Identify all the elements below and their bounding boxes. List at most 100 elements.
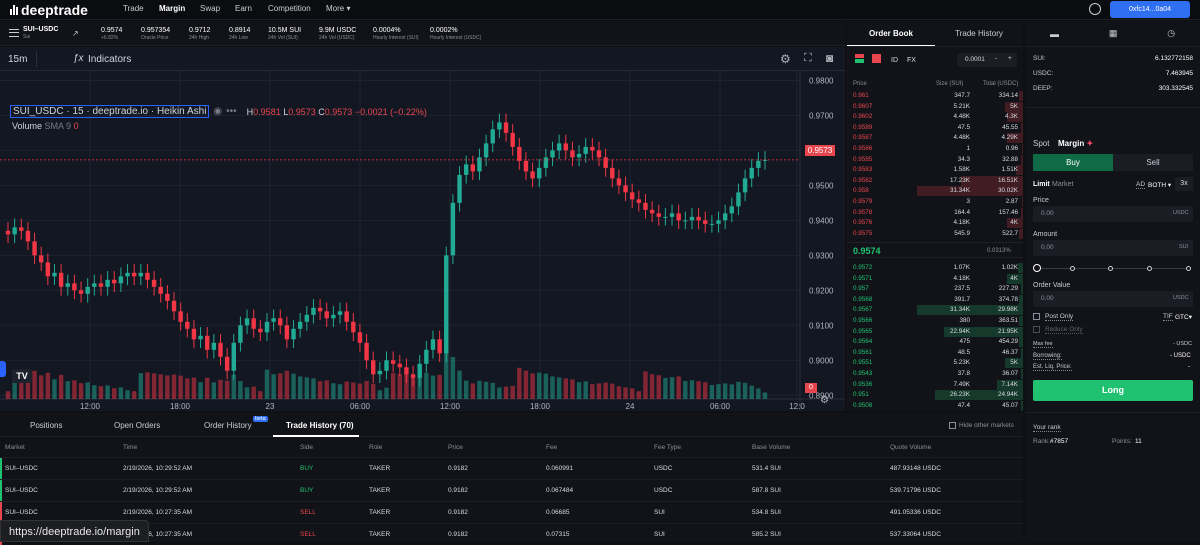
bid-row[interactable]: 0.9572 1.07K 1.02K (847, 263, 1023, 274)
nav-earn[interactable]: Earn (235, 4, 252, 13)
bid-row[interactable]: 0.9508 47.4 45.07 (847, 400, 1023, 412)
bid-row[interactable]: 0.9566 380 363.51 (847, 316, 1023, 327)
ask-row[interactable]: 0.9586 1 0.96 (847, 144, 1023, 155)
ask-row[interactable]: 0.9585 34.3 32.88 (847, 154, 1023, 166)
book-price: 0.9578 (853, 208, 873, 216)
tab-margin[interactable]: Margin ✦ (1058, 139, 1093, 148)
bid-row[interactable]: 0.957 237.5 227.29 (847, 284, 1023, 295)
amount-slider-handle[interactable] (1033, 264, 1041, 272)
tab-trade-history-bottom[interactable]: Trade History (70) (286, 421, 354, 430)
tradingview-logo[interactable]: TV (12, 369, 32, 383)
ask-row[interactable]: 0.9575 545.9 522.7 (847, 228, 1023, 240)
slider-step-75[interactable] (1147, 266, 1152, 271)
tif-select[interactable]: GTC▾ (1175, 313, 1192, 321)
ask-row[interactable]: 0.9587 4.48K 4.29K (847, 133, 1023, 144)
order-type-market[interactable]: Market (1052, 181, 1074, 188)
tab-open-orders[interactable]: Open Orders (114, 421, 161, 430)
slider-step-100[interactable] (1186, 266, 1191, 271)
price-input[interactable]: 0.00 USDC (1033, 206, 1193, 222)
reduce-only-checkbox[interactable] (1033, 326, 1040, 333)
external-link-icon[interactable]: ↗ (72, 29, 79, 38)
order-value-input[interactable]: 0.00 USDC (1033, 291, 1193, 307)
bid-row[interactable]: 0.9564 475 454.29 (847, 337, 1023, 348)
candle-body (556, 143, 562, 151)
chart-canvas[interactable]: 0.98000.97000.96000.95000.94000.93000.92… (0, 71, 845, 411)
interval-selector[interactable]: 15m (8, 54, 28, 65)
chart-time-settings-icon[interactable]: ⚙ (820, 395, 829, 406)
slider-step-25[interactable] (1070, 266, 1075, 271)
ask-row[interactable]: 0.9583 1.58K 1.51K (847, 165, 1023, 176)
ask-row[interactable]: 0.9579 3 2.87 (847, 197, 1023, 208)
wallet-tab-icon[interactable]: ▬ (1049, 28, 1059, 39)
table-cell: SUI–USDC (5, 509, 38, 516)
your-rank-label[interactable]: Your rank (1033, 424, 1061, 432)
logo[interactable]: deeptrade (10, 2, 88, 18)
fullscreen-icon[interactable]: ⛶ (804, 52, 812, 64)
camera-icon[interactable]: ◙ (826, 51, 834, 65)
settings-gear-icon[interactable] (1089, 3, 1101, 15)
slider-step-50[interactable] (1108, 266, 1113, 271)
table-row[interactable]: SUI–USDC 2/19/2026, 10:29:52 AM BUY TAKER 0.… (0, 479, 1023, 501)
nav-competition[interactable]: Competition (268, 4, 311, 13)
bid-row[interactable]: 0.9567 31.34K 29.98K (847, 305, 1023, 316)
portfolio-tab-icon[interactable]: ▦ (1108, 28, 1118, 38)
tab-order-book[interactable]: Order Book (847, 21, 935, 46)
hide-other-markets-checkbox[interactable] (949, 422, 956, 429)
menu-icon[interactable] (9, 29, 19, 37)
tab-trade-history[interactable]: Trade History (955, 29, 1003, 38)
wallet-button[interactable]: 0xfc14...0a04 (1110, 1, 1190, 18)
sell-tab[interactable]: Sell (1113, 154, 1193, 171)
indicators-button[interactable]: Indicators (88, 54, 132, 65)
tab-positions[interactable]: Positions (30, 421, 63, 430)
book-both-icon[interactable] (855, 54, 864, 63)
eye-icon[interactable]: ◉ (213, 106, 223, 117)
amount-input[interactable]: 0.00 SUI (1033, 240, 1193, 256)
table-row[interactable]: SUI–USDC 2/19/2026, 10:29:52 AM BUY TAKER 0.… (0, 457, 1023, 479)
ask-row[interactable]: 0.9602 4.48K 4.3K (847, 112, 1023, 123)
nav-more[interactable]: More ▾ (326, 4, 350, 13)
tick-increase-button[interactable]: + (1008, 55, 1012, 62)
ask-row[interactable]: 0.9578 164.4 157.46 (847, 207, 1023, 219)
bid-row[interactable]: 0.9568 391.7 374.78 (847, 294, 1023, 306)
nav-swap[interactable]: Swap (200, 4, 221, 13)
chart-settings-icon[interactable]: ⚙ (780, 52, 791, 66)
post-only-checkbox[interactable] (1033, 313, 1040, 320)
ad-label[interactable]: AD (1136, 181, 1146, 189)
history-tab-icon[interactable]: ◷ (1167, 28, 1176, 38)
bid-row[interactable]: 0.9543 37.8 36.07 (847, 369, 1023, 380)
ask-row[interactable]: 0.961 347.7 334.14 (847, 91, 1023, 102)
leverage-button[interactable]: 3x (1175, 177, 1193, 191)
depth-bar (917, 186, 1023, 197)
tab-spot[interactable]: Spot (1033, 139, 1050, 148)
ask-row[interactable]: 0.9576 4.18K 4K (847, 218, 1023, 229)
price-chart[interactable]: 15m ƒx Indicators ⚙ ⛶ ◙ 0.98000.97000.96… (0, 47, 845, 411)
nav-margin[interactable]: Margin (159, 4, 186, 13)
buy-tab[interactable]: Buy (1033, 154, 1113, 171)
tab-order-history[interactable]: Order History (204, 421, 252, 430)
book-asks-icon[interactable] (872, 54, 881, 63)
direction-select[interactable]: BOTH ▾ (1148, 181, 1171, 189)
tick-decrease-button[interactable]: - (995, 55, 998, 62)
order-type-limit[interactable]: Limit (1033, 181, 1050, 188)
fx-toggle[interactable]: FX (907, 57, 916, 64)
pair-selector[interactable]: SUI–USDC Sui (23, 26, 58, 40)
legend-title[interactable]: SUI_USDC · 15 · deeptrade.io · Heikin As… (10, 105, 210, 118)
bid-row[interactable]: 0.951 26.23K 24.94K (847, 390, 1023, 401)
long-button[interactable]: Long (1033, 380, 1193, 401)
bid-row[interactable]: 0.9561 48.5 46.37 (847, 347, 1023, 359)
tick-size-stepper[interactable]: 0.0001 - + (957, 53, 1017, 67)
ask-row[interactable]: 0.9582 17.23K 16.51K (847, 175, 1023, 187)
more-icon[interactable]: ••• (226, 106, 237, 117)
bid-row[interactable]: 0.9536 7.49K 7.14K (847, 379, 1023, 391)
bid-row[interactable]: 0.9571 4.18K 4K (847, 273, 1023, 285)
ask-row[interactable]: 0.958 31.34K 30.02K (847, 186, 1023, 197)
ask-row[interactable]: 0.9589 47.5 45.55 (847, 122, 1023, 134)
ask-row[interactable]: 0.9607 5.21K 5K (847, 101, 1023, 113)
id-toggle[interactable]: ID (891, 57, 898, 64)
chart-side-handle[interactable] (0, 361, 6, 377)
nav-trade[interactable]: Trade (123, 4, 144, 13)
bid-row[interactable]: 0.9551 5.23K 5K (847, 358, 1023, 369)
bid-row[interactable]: 0.9565 22.94K 21.95K (847, 326, 1023, 338)
